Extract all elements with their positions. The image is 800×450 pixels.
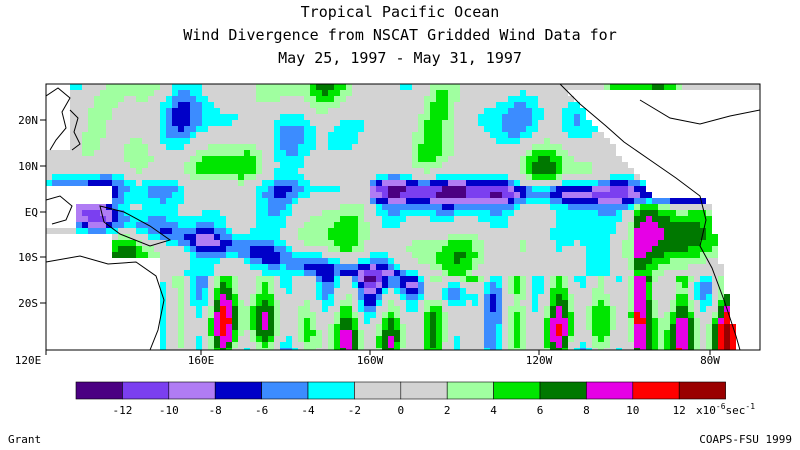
colorbar-swatch [261,381,309,400]
colorbar-tick-label: -4 [301,404,315,417]
colorbar-tick-label: 12 [673,404,686,417]
colorbar-tick-label: 10 [626,404,639,417]
lon-label-160w: 160W [357,354,384,367]
coastline-australia [46,255,165,350]
map-frame [45,83,761,351]
lon-label-120e: 120E [15,354,42,367]
lon-tick-160w: 160W [357,350,384,367]
lon-tick-80w: 80W [700,350,720,367]
colorbar-swatch [214,381,262,400]
colorbar-swatch [446,381,494,400]
coastline-asia [46,87,71,151]
colorbar-swatch [678,381,726,400]
lat-tick-20s: 20S [18,297,46,310]
coastline-americas [559,84,741,350]
colorbar-swatch [168,381,216,400]
longitude-axis: 120E 160E 160W 120W 80W [15,350,720,367]
lon-tick-120w: 120W [526,350,553,367]
colorbar [75,381,726,400]
colorbar-tick-label: -8 [209,404,222,417]
lat-tick-10n: 10N [18,160,46,173]
lon-label-160e: 160E [188,354,215,367]
lat-label-10s: 10S [18,251,38,264]
colorbar-tick-label: 0 [397,404,404,417]
lat-tick-20n: 20N [18,114,46,127]
colorbar-swatch [539,381,587,400]
map-subtitle: Wind Divergence from NSCAT Gridded Wind … [183,26,617,44]
source-credit: COAPS-FSU 1999 [699,433,792,446]
divergence-field [46,84,760,350]
author-credit: Grant [8,433,42,446]
coastline-new-guinea [99,205,172,247]
colorbar-tick-label: -10 [159,404,179,417]
lon-label-120w: 120W [526,354,553,367]
colorbar-tick-label: 6 [537,404,544,417]
lat-label-20n: 20N [18,114,38,127]
colorbar-tick-label: 4 [490,404,497,417]
lat-tick-10s: 10S [18,251,46,264]
colorbar-swatch [586,381,634,400]
colorbar-swatch [493,381,541,400]
colorbar-tick-label: 2 [444,404,451,417]
coastline-mexico-gulf [639,99,760,125]
colorbar-tick-label: -2 [348,404,361,417]
lon-tick-160e: 160E [188,350,215,367]
colorbar-tick-label: -6 [255,404,268,417]
colorbar-swatch [354,381,402,400]
colorbar-swatch [307,381,355,400]
lon-tick-120e: 120E [15,350,47,367]
coastlines [46,84,760,350]
coastline-borneo [46,195,73,225]
colorbar-unit: x10-6sec-1 [696,402,755,417]
map-date-range: May 25, 1997 - May 31, 1997 [278,49,522,67]
lat-label-10n: 10N [18,160,38,173]
lon-label-80w: 80W [700,354,720,367]
coastline-philippines [69,109,81,151]
colorbar-tick-labels: -12 -10 -8 -6 -4 -2 0 2 4 6 8 10 12 [112,404,685,417]
colorbar-swatch [122,381,170,400]
colorbar-swatch [400,381,448,400]
colorbar-tick-label: -12 [112,404,132,417]
colorbar-tick-label: 8 [583,404,590,417]
colorbar-swatch [632,381,680,400]
lat-label-20s: 20S [18,297,38,310]
lat-tick-eq: EQ [25,206,46,219]
latitude-axis: 20N 10N EQ 10S 20S [18,114,46,310]
map-title: Tropical Pacific Ocean [300,3,500,21]
colorbar-swatch [75,381,123,400]
lat-label-eq: EQ [25,206,38,219]
